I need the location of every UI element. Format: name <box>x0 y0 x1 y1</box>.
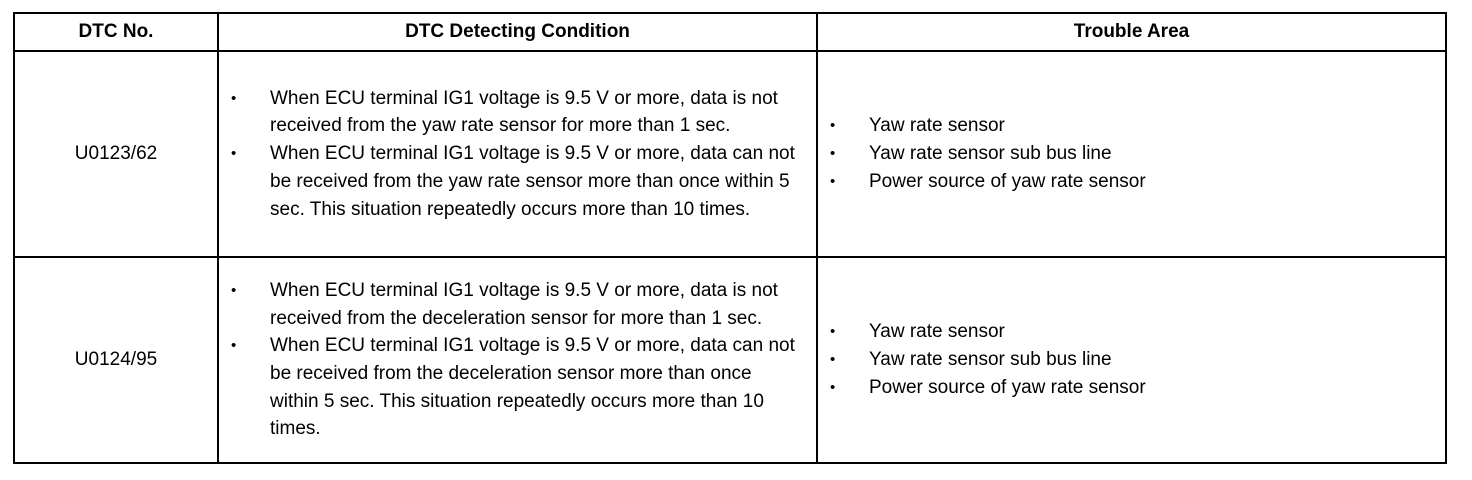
dtc-code: U0123/62 <box>13 50 219 258</box>
detecting-condition-cell: • When ECU terminal IG1 voltage is 9.5 V … <box>217 256 818 464</box>
trouble-area-text: Yaw rate sensor <box>869 115 1005 137</box>
condition-list: • When ECU terminal IG1 voltage is 9.5 V … <box>219 275 816 445</box>
bullet-icon: • <box>231 89 237 107</box>
list-item: • Yaw rate sensor <box>818 112 1445 140</box>
header-dtc-no: DTC No. <box>13 12 219 52</box>
bullet-icon: • <box>830 378 836 396</box>
condition-text: When ECU terminal IG1 voltage is 9.5 V o… <box>270 87 778 137</box>
bullet-icon: • <box>830 172 836 190</box>
trouble-area-text: Yaw rate sensor <box>869 321 1005 343</box>
trouble-area-text: Power source of yaw rate sensor <box>869 170 1146 192</box>
bullet-icon: • <box>830 145 836 163</box>
dtc-code: U0124/95 <box>13 256 219 464</box>
bullet-icon: • <box>231 281 237 299</box>
trouble-area-cell: • Yaw rate sensor • Yaw rate sensor sub bu… <box>816 50 1447 258</box>
trouble-area-text: Yaw rate sensor sub bus line <box>869 349 1112 371</box>
trouble-area-list: • Yaw rate sensor • Yaw rate sensor sub bu… <box>818 110 1445 197</box>
dtc-table: DTC No. DTC Detecting Condition Trouble … <box>13 12 1447 464</box>
list-item: • Yaw rate sensor sub bus line <box>818 346 1445 374</box>
list-item: • When ECU terminal IG1 voltage is 9.5 V … <box>219 277 816 332</box>
trouble-area-cell: • Yaw rate sensor • Yaw rate sensor sub bu… <box>816 256 1447 464</box>
list-item: • Yaw rate sensor <box>818 318 1445 346</box>
list-item: • When ECU terminal IG1 voltage is 9.5 V … <box>219 85 816 140</box>
header-row: DTC No. DTC Detecting Condition Trouble … <box>13 12 1447 52</box>
list-item: • When ECU terminal IG1 voltage is 9.5 V … <box>219 332 816 443</box>
condition-text: When ECU terminal IG1 voltage is 9.5 V o… <box>270 279 778 329</box>
trouble-area-text: Yaw rate sensor sub bus line <box>869 143 1112 165</box>
table-row: U0124/95 • When ECU terminal IG1 voltage … <box>13 256 1447 464</box>
condition-text: When ECU terminal IG1 voltage is 9.5 V o… <box>270 143 795 220</box>
list-item: • When ECU terminal IG1 voltage is 9.5 V … <box>219 140 816 223</box>
bullet-icon: • <box>830 351 836 369</box>
bullet-icon: • <box>830 323 836 341</box>
bullet-icon: • <box>231 337 237 355</box>
header-trouble-area: Trouble Area <box>816 12 1447 52</box>
list-item: • Power source of yaw rate sensor <box>818 374 1445 402</box>
list-item: • Yaw rate sensor sub bus line <box>818 140 1445 168</box>
condition-text: When ECU terminal IG1 voltage is 9.5 V o… <box>270 335 795 440</box>
bullet-icon: • <box>830 117 836 135</box>
list-item: • Power source of yaw rate sensor <box>818 168 1445 196</box>
condition-list: • When ECU terminal IG1 voltage is 9.5 V … <box>219 83 816 226</box>
table-row: U0123/62 • When ECU terminal IG1 voltage … <box>13 50 1447 258</box>
trouble-area-list: • Yaw rate sensor • Yaw rate sensor sub bu… <box>818 316 1445 403</box>
header-detecting-condition: DTC Detecting Condition <box>217 12 818 52</box>
trouble-area-text: Power source of yaw rate sensor <box>869 376 1146 398</box>
bullet-icon: • <box>231 145 237 163</box>
detecting-condition-cell: • When ECU terminal IG1 voltage is 9.5 V … <box>217 50 818 258</box>
